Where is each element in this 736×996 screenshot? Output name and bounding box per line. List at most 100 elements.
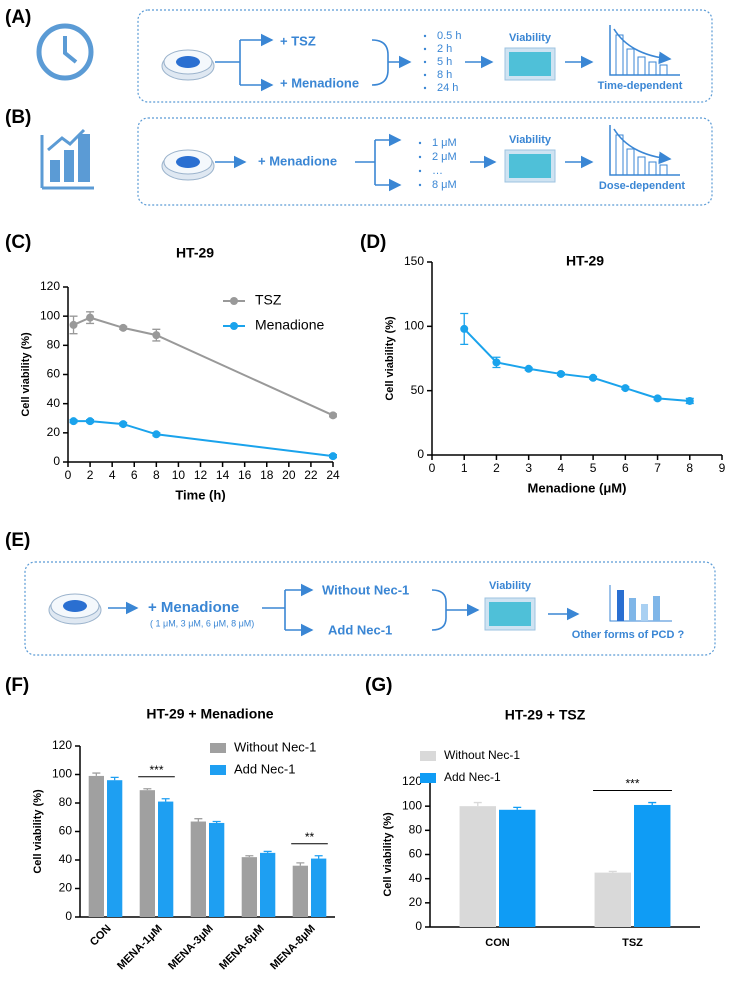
x-tick-label: CON [485,937,510,949]
chart: HT-29 Cell viability (%) 0 50 100 150 0 1 2 3 4 5 6 7… [384,253,726,496]
chart: HT-29 Cell viability (%) 0 20 40 60 80 100 120 0 2… [20,245,340,503]
panel-label: (E) [5,530,30,551]
x-axis-label: Menadione (μM) [528,480,627,495]
data-point [589,373,598,382]
y-tick-label: 60 [47,367,61,381]
significance-label: *** [149,763,163,777]
x-axis-label: Time (h) [175,487,225,502]
y-tick-label: 120 [402,774,422,788]
data-point [621,384,630,393]
y-tick-label: 50 [411,383,425,397]
y-tick-label: 60 [59,824,73,838]
x-tick-label: 16 [238,468,252,482]
error-bar [314,855,323,859]
condition: 2 μM [432,151,457,163]
error-bar [263,850,272,853]
bar [88,775,104,917]
x-tick-label: TSZ [622,937,643,949]
x-tick-label: 9 [719,461,726,475]
y-tick-label: 80 [59,795,73,809]
panel-label: (A) [5,7,31,28]
x-tick-label: 12 [194,468,208,482]
x-tick-label: MENA-1μM [115,923,165,973]
y-tick-label: 60 [409,847,423,861]
bar [190,821,206,917]
significance-label: ** [305,830,315,844]
result: Dose-dependent [599,180,686,192]
panel-label: (C) [5,232,31,253]
x-tick-label: 20 [282,468,296,482]
x-tick-label: MENA-6μM [217,923,267,973]
scheme-a: + TSZ + Menadione 0.5 h2 h5 h8 h24 h Via… [36,9,713,103]
y-tick-label: 100 [404,319,424,333]
bar [158,801,174,917]
error-bar [143,788,152,791]
y-tick-label: 20 [409,895,423,909]
data-point [653,394,662,403]
data-point [119,420,128,429]
condition: 8 μM [432,179,457,191]
y-tick-label: 100 [40,308,60,322]
data-point [460,324,469,333]
data-point [492,358,501,367]
x-tick-label: 10 [172,468,186,482]
readout: Viability [489,580,532,592]
error-bar [513,806,522,810]
y-tick-label: 20 [59,881,73,895]
treatment: + Menadione [148,599,239,616]
legend-label: Menadione [255,317,324,333]
x-tick-label: 6 [622,461,629,475]
legend-label: Add Nec-1 [234,761,295,776]
bullet [423,86,427,90]
chart: HT-29 + TSZ Cell viability (%) 0 20 40 60 80 10… [382,707,700,949]
y-tick-label: 40 [409,871,423,885]
bullet [423,73,427,77]
y-tick-label: 120 [52,738,72,752]
charts: HT-29 Cell viability (%) 0 20 40 60 80 100 120 0 2… [20,245,726,973]
x-tick-label: 24 [326,468,340,482]
scheme-b: + Menadione 1 μM 2 μM … 8 μM Viability Dose… [40,117,713,206]
doses: ( 1 μM, 3 μM, 6 μM, 8 μM) [150,618,254,628]
bar [139,790,155,917]
bar [459,806,496,927]
panel-label: (B) [5,107,31,128]
chart-title: HT-29 + Menadione [146,706,273,722]
data-point [329,411,337,420]
condition: 24 h [437,82,458,94]
y-tick-label: 0 [53,454,60,468]
condition: 1 μM [432,137,457,149]
y-tick-label: 40 [59,852,73,866]
legend-label: Without Nec-1 [234,739,316,754]
x-tick-label: 7 [654,461,661,475]
readout: Viability [509,134,552,146]
y-axis-label: Cell viability (%) [384,316,396,401]
data-point [152,430,161,439]
treatment: + Menadione [280,75,359,90]
legend-marker [230,322,238,330]
x-tick-label: 8 [153,468,160,482]
condition: … [432,165,443,177]
y-tick-label: 120 [40,279,60,293]
data-point [86,313,95,322]
x-tick-label: 22 [304,468,318,482]
data-point [556,369,565,378]
y-tick-label: 0 [415,919,422,933]
bar [499,809,536,927]
x-tick-label: 3 [525,461,532,475]
x-tick-label: MENA-3μM [166,923,216,973]
legend-swatch [420,773,436,783]
error-bar [608,870,617,873]
y-axis-label: Cell viability (%) [20,332,32,417]
chart-title: HT-29 [566,253,604,269]
bullet [418,183,422,187]
panel-label: (F) [5,675,29,696]
y-tick-label: 150 [404,254,424,268]
panel-label: (D) [360,232,386,253]
bullet [423,60,427,64]
legend-swatch [210,765,226,775]
y-tick-label: 40 [47,396,61,410]
branch: Add Nec-1 [328,622,392,637]
x-tick-label: 18 [260,468,274,482]
error-bar [245,855,254,858]
x-tick-label: 2 [87,468,94,482]
